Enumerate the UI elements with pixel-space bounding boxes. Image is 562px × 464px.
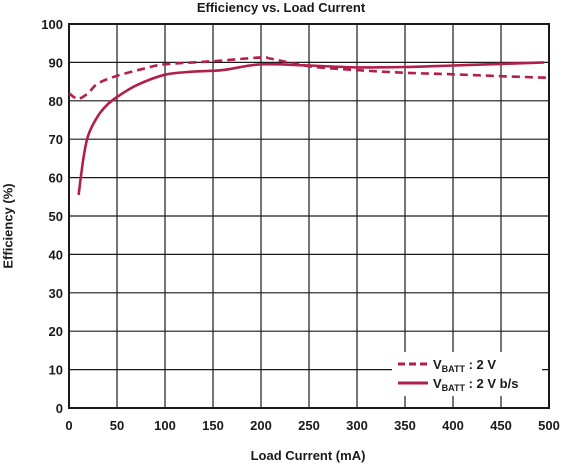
y-tick-label: 60 [49, 171, 63, 186]
x-tick-labels: 0 50 100 150 200 250 300 350 400 450 500 [65, 418, 559, 433]
x-tick-label: 250 [298, 418, 320, 433]
y-tick-label: 0 [56, 401, 63, 416]
legend: VBATT : 2 V VBATT : 2 V b/s [392, 352, 542, 396]
x-tick-label: 400 [442, 418, 464, 433]
y-tick-label: 70 [49, 132, 63, 147]
y-tick-label: 20 [49, 324, 63, 339]
x-axis-label: Load Current (mA) [250, 448, 366, 463]
series-line-2 [77, 61, 545, 196]
legend-box [392, 352, 542, 396]
x-tick-label: 100 [154, 418, 176, 433]
x-tick-label: 500 [538, 418, 560, 433]
x-tick-label: 0 [65, 418, 72, 433]
y-tick-label: 40 [49, 247, 63, 262]
x-tick-label: 200 [250, 418, 272, 433]
x-tick-label: 350 [394, 418, 416, 433]
plot-frame [68, 23, 550, 409]
x-tick-label: 300 [346, 418, 368, 433]
x-tick-label: 450 [490, 418, 512, 433]
series-line-1 [68, 55, 550, 101]
legend-label-1: VBATT : 2 V [433, 357, 496, 374]
chart-title: Efficiency vs. Load Current [196, 0, 366, 15]
x-tick-label: 50 [110, 418, 124, 433]
y-tick-label: 80 [49, 94, 63, 109]
y-tick-label: 30 [49, 286, 63, 301]
legend-label-2: VBATT : 2 V b/s [433, 376, 518, 393]
series-lines [68, 55, 550, 196]
y-tick-label: 50 [49, 209, 63, 224]
y-tick-label: 90 [49, 55, 63, 70]
y-tick-label: 100 [41, 17, 63, 32]
y-tick-labels: 0 10 20 30 40 50 60 70 80 90 100 [41, 17, 63, 416]
x-tick-label: 150 [202, 418, 224, 433]
grid [68, 23, 550, 409]
y-tick-label: 10 [49, 363, 63, 378]
